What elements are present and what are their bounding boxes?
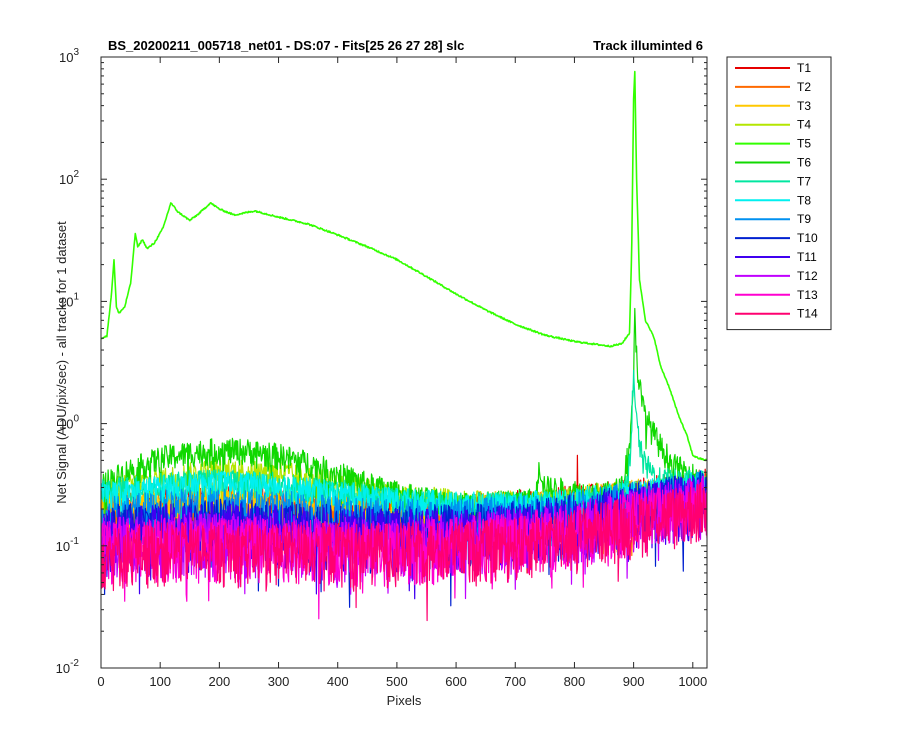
legend-label: T13 [797, 288, 818, 302]
y-tick-label: 100 [59, 414, 79, 432]
plot-frame [100, 56, 708, 669]
x-tick-label: 800 [564, 674, 586, 689]
y-tick-label: 10-2 [56, 658, 80, 676]
legend-label: T4 [797, 118, 811, 132]
legend-label: T5 [797, 137, 811, 151]
y-axis: 10-2 10-1 100 101 102 103 [56, 47, 707, 676]
legend: T1 T2 T3 T4 T5 T6 T7 T8 T9 T10 T11 T12 T13 T14 [726, 56, 832, 331]
x-tick-label: 400 [327, 674, 349, 689]
x-tick-label: 100 [149, 674, 171, 689]
series-line-t5 [101, 70, 707, 462]
plot-area [101, 57, 707, 668]
legend-label: T12 [797, 269, 818, 283]
x-tick-label: 500 [386, 674, 408, 689]
y-tick-label: 103 [59, 47, 79, 65]
legend-label: T9 [797, 212, 811, 226]
x-tick-label: 0 [97, 674, 104, 689]
x-tick-label: 300 [268, 674, 290, 689]
legend-label: T2 [797, 80, 811, 94]
y-tick-label: 102 [59, 169, 79, 187]
series-layer [101, 70, 707, 622]
legend-label: T1 [797, 61, 811, 75]
legend-box [726, 56, 832, 331]
x-axis-label: Pixels [387, 693, 422, 708]
x-tick-label: 200 [209, 674, 231, 689]
legend-label: T14 [797, 307, 818, 321]
x-tick-label: 1000 [678, 674, 707, 689]
x-axis: 0 100 200 300 400 500 600 700 800 900 1000 [97, 57, 707, 689]
legend-label: T8 [797, 193, 811, 207]
y-axis-label: Net Signal (ADU/pix/sec) - all tracks fo… [54, 221, 69, 504]
x-tick-label: 900 [623, 674, 645, 689]
x-tick-label: 600 [445, 674, 467, 689]
y-tick-label: 101 [59, 291, 79, 309]
legend-label: T11 [797, 250, 817, 264]
chart-subtitle: Track illuminted 6 [593, 38, 703, 53]
legend-label: T7 [797, 174, 811, 188]
legend-label: T3 [797, 99, 811, 113]
series-line-t14 [101, 482, 707, 622]
legend-label: T6 [797, 156, 811, 170]
chart-title: BS_20200211_005718_net01 - DS:07 - Fits[… [108, 38, 464, 53]
y-tick-label: 10-1 [56, 536, 80, 554]
legend-label: T10 [797, 231, 818, 245]
x-tick-label: 700 [504, 674, 526, 689]
